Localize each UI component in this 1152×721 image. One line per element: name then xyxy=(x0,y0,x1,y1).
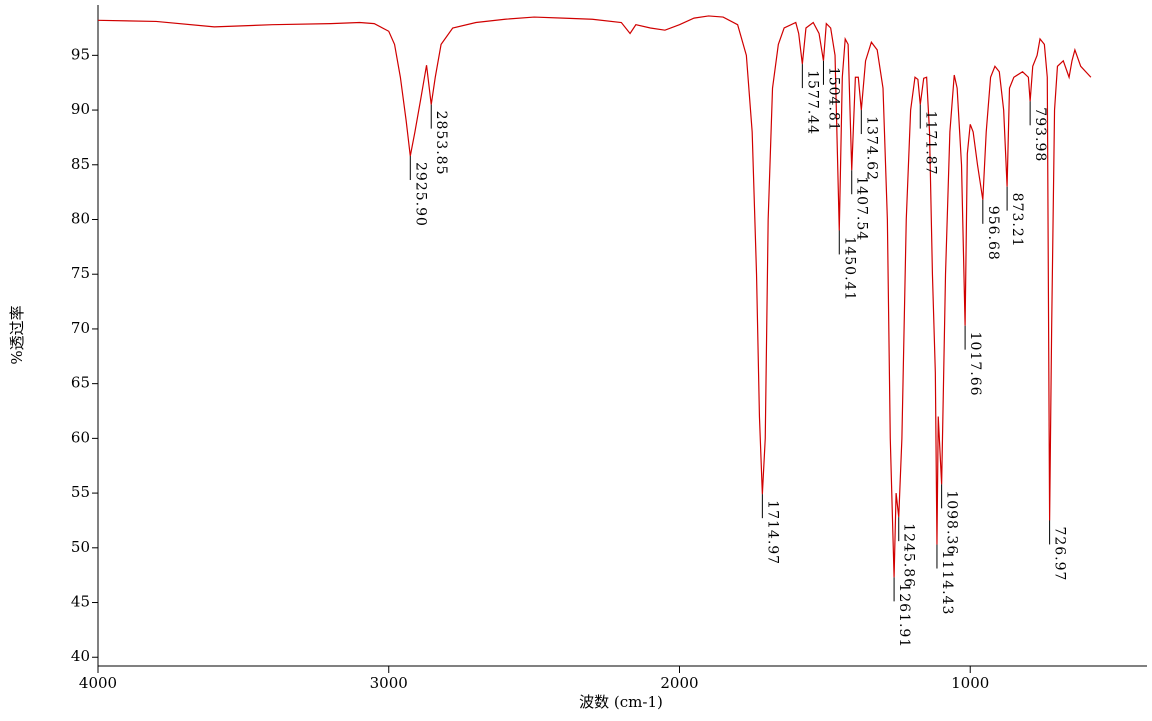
peak-label: 1261.91 xyxy=(896,583,912,648)
y-tick-label: 55 xyxy=(71,483,90,501)
peak-label: 1577.44 xyxy=(804,70,820,135)
peak-label: 1504.81 xyxy=(825,67,841,132)
y-axis-label: %透过率 xyxy=(8,305,26,364)
peak-label: 793.98 xyxy=(1032,107,1048,162)
peak-label: 726.97 xyxy=(1052,526,1068,581)
y-tick-label: 40 xyxy=(71,647,90,665)
peak-label: 1245.86 xyxy=(901,523,917,588)
spectrum-line xyxy=(97,15,1092,578)
peak-label: 1017.66 xyxy=(967,332,983,397)
x-axis-label: 波数 (cm-1) xyxy=(579,693,663,711)
peak-label: 1114.43 xyxy=(939,551,955,616)
peak-label: 1098.36 xyxy=(944,490,960,555)
y-tick-label: 60 xyxy=(71,428,90,446)
y-tick-label: 75 xyxy=(71,264,90,282)
x-tick-label: 1000 xyxy=(951,674,989,692)
y-tick-label: 80 xyxy=(71,209,90,227)
peak-label: 1407.54 xyxy=(854,176,870,241)
peak-label: 2925.90 xyxy=(412,162,428,227)
y-tick-label: 50 xyxy=(71,538,90,556)
peak-label: 1374.62 xyxy=(863,116,879,181)
peak-label: 1171.87 xyxy=(922,111,938,176)
y-tick-label: 95 xyxy=(71,45,90,63)
peak-label: 1714.97 xyxy=(764,500,780,565)
x-tick-label: 3000 xyxy=(370,674,408,692)
y-tick-label: 65 xyxy=(71,374,90,392)
y-tick-label: 85 xyxy=(71,155,90,173)
peak-label: 956.68 xyxy=(985,206,1001,261)
peak-label: 2853.85 xyxy=(433,111,449,176)
y-tick-label: 70 xyxy=(71,319,90,337)
y-tick-label: 90 xyxy=(71,100,90,118)
y-tick-label: 45 xyxy=(71,593,90,611)
x-tick-label: 2000 xyxy=(660,674,698,692)
peak-label: 873.21 xyxy=(1009,193,1025,248)
x-tick-label: 4000 xyxy=(79,674,117,692)
peak-label: 1450.41 xyxy=(841,236,857,301)
